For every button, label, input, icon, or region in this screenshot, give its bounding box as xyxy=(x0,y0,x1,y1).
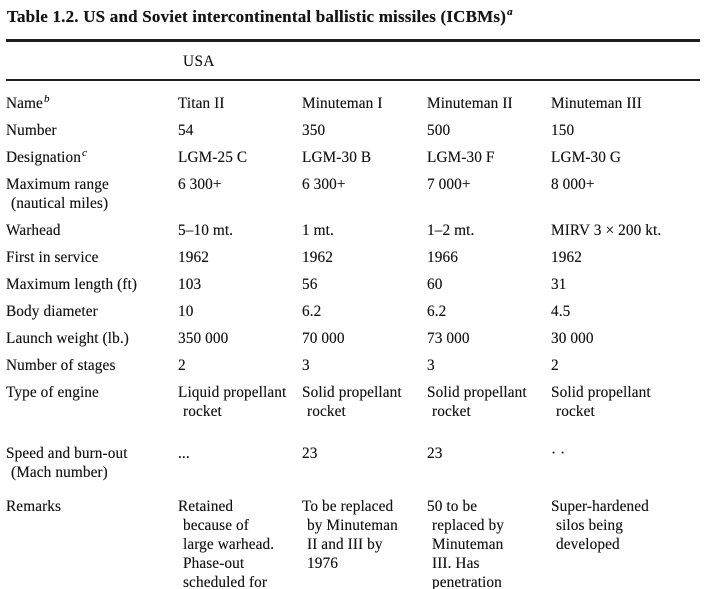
table-cell: 73 000 xyxy=(427,330,470,347)
table-cell: Minuteman I xyxy=(302,95,383,112)
table-cell: 10 xyxy=(178,303,194,320)
table-row-warhead: Warhead 5–10 mt. 1 mt. 1–2 mt. MIRV 3 × … xyxy=(6,221,700,248)
table-cell: 54 xyxy=(178,122,194,139)
table-cell: LGM-30 G xyxy=(551,149,622,166)
table-cell: 5–10 mt. xyxy=(178,222,234,239)
table-cell: · · xyxy=(551,445,566,462)
row-label-text: Name xyxy=(6,95,43,112)
table-cell: 60 xyxy=(427,276,443,293)
icbm-table-frame: USA Nameb Titan II Minuteman I Minuteman… xyxy=(6,39,700,589)
row-label-body-diameter: Body diameter xyxy=(6,303,98,320)
table-row-launch-weight: Launch weight (lb.) 350 000 70 000 73 00… xyxy=(6,329,700,356)
row-label-maximum-range: Maximum range (nautical miles) xyxy=(6,176,109,212)
table-cell: Minuteman III xyxy=(551,95,642,112)
table-cell: LGM-30 F xyxy=(427,149,495,166)
table-cell: Super-hardened silos being developed xyxy=(551,498,649,553)
table-cell: 2 xyxy=(178,357,186,374)
table-cell: 56 xyxy=(302,276,318,293)
row-label-launch-weight: Launch weight (lb.) xyxy=(6,330,129,347)
table-cell: 150 xyxy=(551,122,575,139)
table-cell: 50 to be replaced by Minuteman III. Has … xyxy=(427,498,505,589)
table-row-maximum-length: Maximum length (ft) 103 56 60 31 xyxy=(6,275,700,302)
table-cell: ... xyxy=(178,445,190,462)
table-cell: MIRV 3 × 200 kt. xyxy=(551,222,662,239)
table-cell: 103 xyxy=(178,276,202,293)
table-cell: Minuteman II xyxy=(427,95,513,112)
table-cell: 23 xyxy=(427,445,443,462)
table-cell: 1–2 mt. xyxy=(427,222,475,239)
row-label-speed-burn-out: Speed and burn-out (Mach number) xyxy=(6,445,128,481)
table-cell: Titan II xyxy=(178,95,225,112)
table-cell: Liquid propellant rocket xyxy=(178,384,287,420)
table-cell: 1962 xyxy=(302,249,333,266)
row-label-warhead: Warhead xyxy=(6,222,61,239)
table-cell: 2 xyxy=(551,357,559,374)
table-cell: 8 000+ xyxy=(551,176,595,193)
row-label-first-in-service: First in service xyxy=(6,249,99,266)
table-cell: To be replaced by Minuteman II and III b… xyxy=(302,498,398,572)
table-title: Table 1.2. US and Soviet intercontinenta… xyxy=(7,6,700,28)
table-cell: 4.5 xyxy=(551,303,571,320)
table-cell: 500 xyxy=(427,122,451,139)
table-cell: 1962 xyxy=(178,249,209,266)
row-label-name: Nameb xyxy=(6,80,178,121)
table-cell: Retained because of large warhead. Phase… xyxy=(178,498,275,589)
table-cell: LGM-30 B xyxy=(302,149,372,166)
footnote-marker-b: b xyxy=(43,92,50,105)
table-cell: 3 xyxy=(302,357,310,374)
table-cell: 350 000 xyxy=(178,330,229,347)
row-label-number: Number xyxy=(6,122,57,139)
table-row-designation: Designationc LGM-25 C LGM-30 B LGM-30 F … xyxy=(6,146,700,175)
table-row-first-in-service: First in service 1962 1962 1966 1962 xyxy=(6,248,700,275)
row-label-remarks: Remarks xyxy=(6,498,62,515)
row-label-designation: Designationc xyxy=(6,146,178,175)
title-footnote-marker: a xyxy=(507,6,513,19)
icbm-table: USA Nameb Titan II Minuteman I Minuteman… xyxy=(6,42,700,589)
table-cell: 31 xyxy=(551,276,567,293)
table-title-text: Table 1.2. US and Soviet intercontinenta… xyxy=(7,7,507,26)
table-row-speed-burn-out: Speed and burn-out (Mach number) ... 23 … xyxy=(6,429,700,482)
table-cell: Solid propellant rocket xyxy=(427,384,527,420)
table-row-remarks: Remarks Retained because of large warhea… xyxy=(6,482,700,589)
table-row-body-diameter: Body diameter 10 6.2 6.2 4.5 xyxy=(6,302,700,329)
table-row-number: Number 54 350 500 150 xyxy=(6,121,700,148)
footnote-marker-c: c xyxy=(82,146,88,159)
table-cell: Solid propellant rocket xyxy=(551,384,651,420)
table-cell: 23 xyxy=(302,445,318,462)
table-row-number-of-stages: Number of stages 2 3 3 2 xyxy=(6,356,700,383)
table-cell: 1966 xyxy=(427,249,458,266)
table-cell: 30 000 xyxy=(551,330,594,347)
table-row-maximum-range: Maximum range (nautical miles) 6 300+ 6 … xyxy=(6,175,700,221)
row-label-maximum-length: Maximum length (ft) xyxy=(6,276,138,293)
table-cell: 7 000+ xyxy=(427,176,471,193)
table-row-type-of-engine: Type of engine Liquid propellant rocket … xyxy=(6,383,700,429)
group-header-spacer xyxy=(6,42,178,81)
table-row-name: Nameb Titan II Minuteman I Minuteman II … xyxy=(6,80,700,121)
row-label-number-of-stages: Number of stages xyxy=(6,357,116,374)
table-cell: LGM-25 C xyxy=(178,149,248,166)
table-cell: 6.2 xyxy=(427,303,447,320)
table-cell: 6.2 xyxy=(302,303,322,320)
table-cell: 6 300+ xyxy=(178,176,222,193)
table-cell: 3 xyxy=(427,357,435,374)
row-label-type-of-engine: Type of engine xyxy=(6,384,99,401)
row-label-text: Designation xyxy=(6,149,82,166)
table-cell: 1 mt. xyxy=(302,222,334,239)
table-cell: 1962 xyxy=(551,249,582,266)
table-cell: 70 000 xyxy=(302,330,345,347)
table-row-group-header: USA xyxy=(6,42,700,81)
table-cell: 350 xyxy=(302,122,326,139)
table-cell: 6 300+ xyxy=(302,176,346,193)
table-cell: Solid propellant rocket xyxy=(302,384,402,420)
group-header-usa: USA xyxy=(178,42,700,81)
